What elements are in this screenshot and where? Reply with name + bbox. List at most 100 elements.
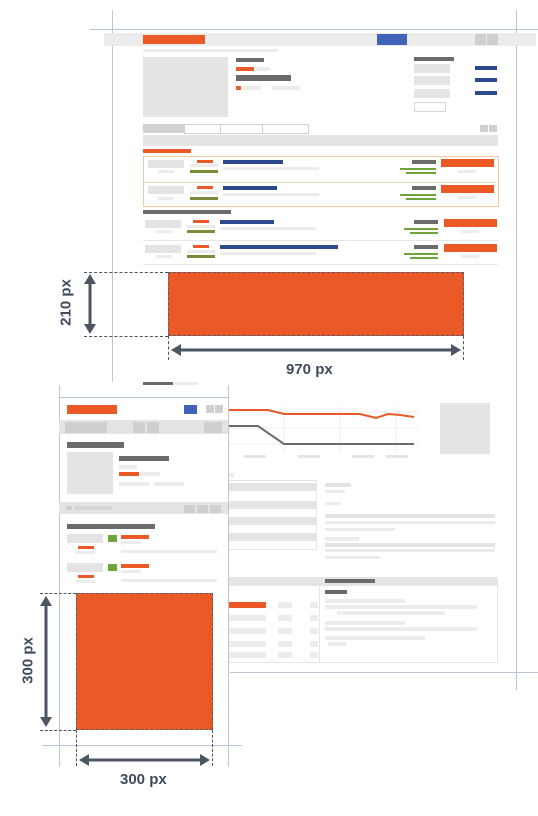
desktop-header-icon-2[interactable]: [487, 34, 498, 45]
mobile-listing-2-title[interactable]: [121, 564, 149, 568]
desktop-listing-4-badge: [193, 245, 209, 248]
mobile-width-guide-left: [76, 730, 77, 766]
desktop-bottom-right-6: [325, 636, 425, 640]
desktop-row-divider-2: [143, 264, 498, 265]
desktop-lower-heading: [143, 382, 173, 386]
desktop-listing-1-badge: [197, 160, 213, 163]
desktop-listing-1-cta-sub: [458, 170, 476, 173]
desktop-listing-1-cta[interactable]: [441, 159, 494, 167]
desktop-listing-1-stat-1: [400, 168, 436, 170]
desktop-guide-right: [516, 10, 517, 690]
desktop-bottom-table-divider: [319, 585, 320, 662]
desktop-listing-4-title[interactable]: [220, 245, 338, 249]
desktop-listing-1-thumb: [148, 160, 184, 168]
desktop-height-guide-top: [84, 272, 168, 273]
desktop-bottom-row-3-b: [310, 628, 318, 634]
desktop-section-label: [143, 149, 191, 153]
desktop-height-guide-bottom: [84, 336, 168, 337]
mobile-height-guide-bottom: [40, 730, 76, 731]
desktop-guide-top: [90, 29, 538, 30]
desktop-bottom-row-2-a: [278, 615, 292, 621]
desktop-detail-2: [325, 490, 345, 493]
desktop-listing-3-stat-2: [410, 232, 438, 234]
desktop-listing-3-cta-sub: [461, 230, 479, 233]
desktop-listing-2-stat-1: [400, 194, 436, 196]
mobile-width-label: 300 px: [120, 771, 167, 788]
desktop-tab-4[interactable]: [262, 124, 309, 134]
desktop-side-link-2[interactable]: [475, 78, 497, 82]
mobile-listing-1-desc: [75, 551, 95, 554]
desktop-tab-active[interactable]: [143, 124, 184, 133]
desktop-listing-4-cta[interactable]: [444, 244, 497, 252]
mobile-guide-bottom: [42, 745, 242, 746]
desktop-side-input[interactable]: [414, 102, 446, 112]
desktop-listing-4-rating: [187, 255, 215, 258]
mobile-list-toolbar-ctrl-3[interactable]: [184, 505, 195, 513]
desktop-listing-1-desc: [223, 167, 319, 170]
desktop-width-arrow: [171, 344, 461, 356]
mobile-listing-1-title[interactable]: [121, 535, 149, 539]
desktop-guide-left: [112, 10, 113, 382]
mobile-header-button[interactable]: [184, 405, 197, 414]
desktop-list-toolbar: [143, 135, 498, 146]
desktop-tab-ctrl-2[interactable]: [489, 125, 497, 132]
mobile-listing-2-badge: [78, 575, 94, 578]
desktop-listing-2-title[interactable]: [223, 186, 277, 190]
desktop-listing-1-title[interactable]: [223, 160, 283, 164]
desktop-detail-9: [325, 549, 495, 552]
mobile-header-icon-1[interactable]: [206, 405, 214, 413]
desktop-listing-4-sub: [156, 255, 172, 258]
desktop-listing-2-rating: [190, 197, 218, 200]
desktop-table-border: [228, 480, 317, 550]
desktop-listing-3-price: [414, 220, 438, 224]
desktop-bottom-row-1[interactable]: [228, 602, 266, 608]
desktop-profile-tag: [236, 67, 254, 71]
desktop-row-divider-1: [143, 240, 498, 241]
desktop-width-guide-left: [168, 336, 169, 360]
mobile-toolbar-btn-3[interactable]: [147, 422, 159, 433]
mobile-list-toolbar-ctrl-1[interactable]: [66, 506, 72, 510]
desktop-side-link-1[interactable]: [475, 66, 497, 70]
desktop-featured-divider: [144, 182, 496, 183]
mobile-listing-2-status: [108, 564, 117, 571]
mobile-listing-2-thumb: [67, 563, 103, 572]
desktop-bottom-table-header-label: [325, 579, 375, 583]
mobile-header-icon-2[interactable]: [215, 405, 223, 413]
desktop-bottom-row-2-b: [310, 615, 318, 621]
mobile-toolbar-btn-1[interactable]: [65, 422, 107, 433]
desktop-side-heading: [414, 57, 454, 61]
desktop-listing-3-stat-1: [404, 228, 438, 230]
desktop-header-button[interactable]: [377, 34, 407, 45]
mobile-height-arrow: [40, 596, 52, 727]
mobile-toolbar-btn-4[interactable]: [204, 422, 222, 433]
desktop-bottom-row-1-a: [278, 602, 292, 608]
mobile-listing-1-meta: [121, 541, 141, 544]
mobile-profile-tag-text: [140, 472, 160, 476]
desktop-detail-10: [325, 556, 380, 559]
mobile-list-toolbar-ctrl-2[interactable]: [74, 506, 112, 510]
desktop-listing-2-badge: [197, 186, 213, 189]
desktop-listing-3-badge: [193, 220, 209, 223]
desktop-section-2-heading: [143, 210, 231, 214]
mobile-list-toolbar-ctrl-4[interactable]: [197, 505, 208, 513]
desktop-listing-2-thumb: [148, 186, 184, 194]
mobile-logo: [67, 405, 117, 414]
desktop-listing-2-cta[interactable]: [441, 185, 494, 193]
desktop-side-link-3[interactable]: [475, 91, 497, 95]
desktop-listing-2-stat-2: [406, 198, 436, 200]
mobile-guide-right: [228, 385, 229, 767]
mobile-list-toolbar-ctrl-5[interactable]: [210, 505, 221, 513]
desktop-bottom-right-7: [328, 642, 346, 646]
desktop-side-row-3: [414, 89, 450, 98]
mobile-toolbar-btn-2[interactable]: [133, 422, 145, 433]
desktop-tab-ctrl-1[interactable]: [480, 125, 488, 132]
desktop-bottom-row-3-a: [278, 628, 292, 634]
desktop-header-icon-1[interactable]: [475, 34, 486, 45]
desktop-profile-tag-text: [256, 67, 270, 71]
mobile-profile-name: [119, 456, 169, 461]
desktop-chart-thumb: [440, 403, 490, 454]
desktop-width-label: 970 px: [286, 361, 333, 378]
desktop-listing-3-cta[interactable]: [444, 219, 497, 227]
desktop-listing-3-title[interactable]: [220, 220, 274, 224]
desktop-bottom-row-4-b: [310, 641, 318, 647]
